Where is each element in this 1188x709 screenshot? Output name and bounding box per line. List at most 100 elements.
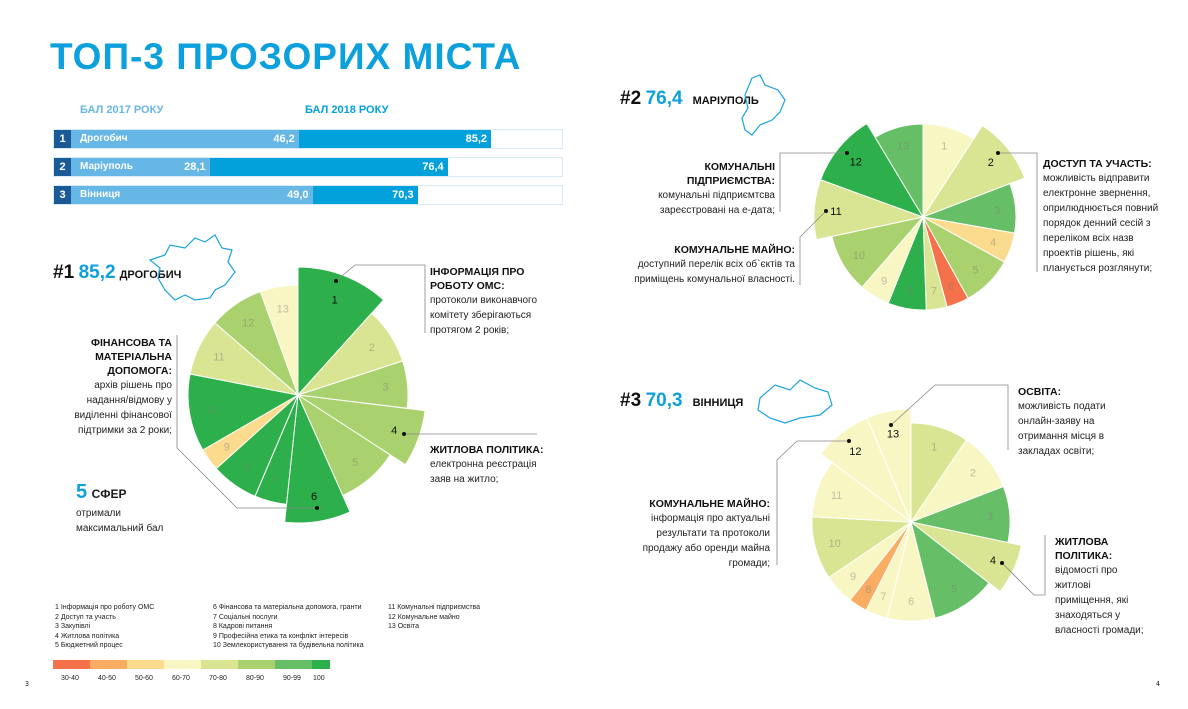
- segment-label: 11: [830, 206, 841, 218]
- segment-label: 2: [988, 157, 994, 169]
- callout-dot: [845, 151, 849, 155]
- segment-label: 10: [829, 538, 841, 550]
- rank-number: 1: [54, 130, 71, 148]
- polar-segment: [297, 266, 385, 397]
- legend-swatch: [201, 660, 238, 669]
- city-map-outline: [148, 234, 236, 301]
- polar-segment: [910, 521, 1023, 593]
- segment-label: 7: [931, 286, 937, 298]
- segment-label: 2: [369, 342, 375, 354]
- segment-label: 8: [907, 285, 913, 297]
- callout-line: [779, 152, 847, 212]
- segment-label: 6: [311, 491, 317, 503]
- callout-dot: [847, 439, 851, 443]
- legend-swatch: [53, 660, 90, 669]
- legend-band-label: 30-40: [61, 675, 79, 682]
- city-heading-mariupol: #2 76,4 Маріуполь: [620, 88, 759, 109]
- bar-2018: [298, 130, 492, 148]
- value-2018: 85,2: [465, 133, 488, 145]
- segment-label: 1: [931, 441, 937, 453]
- city-name: Дрогобич: [80, 133, 128, 144]
- callout-line: [890, 384, 1009, 450]
- legend-item: 6 Фінансова та матеріальна допомога, гра…: [213, 604, 362, 611]
- legend-item: 3 Закупівлі: [55, 623, 91, 630]
- segment-label: 8: [865, 584, 871, 596]
- callout-line: [799, 210, 827, 285]
- callout-line: [335, 264, 426, 333]
- callout-line: [1001, 535, 1046, 596]
- legend-swatch: [238, 660, 275, 669]
- legend-swatch: [127, 660, 164, 669]
- note-housing-vinnytsia: ЖИТЛОВА ПОЛІТИКА: відомості про житлові п…: [1055, 536, 1144, 636]
- segment-label: 5: [352, 457, 358, 469]
- callout-line: [176, 335, 317, 509]
- segment-label: 10: [853, 250, 865, 262]
- legend-band-label: 90-99: [283, 675, 301, 682]
- legend-swatch: [90, 660, 127, 669]
- legend-band-label: 60-70: [172, 675, 190, 682]
- ranking-row: 1 Дрогобич 46,2 85,2: [53, 129, 563, 149]
- five-spheres: 5 СФЕР отримали максимальний бал: [76, 481, 164, 534]
- callout-dot: [334, 279, 338, 283]
- segment-label: 3: [994, 205, 1000, 217]
- segment-label: 8: [244, 462, 250, 474]
- bar-2018: [312, 186, 418, 204]
- segment-label: 5: [951, 583, 957, 595]
- note-access: ДОСТУП ТА УЧАСТЬ: можливість відправити е…: [1043, 158, 1159, 274]
- value-2018: 76,4: [422, 161, 444, 173]
- polar-segment: [187, 373, 300, 451]
- segment-label: 3: [987, 511, 993, 523]
- city-name: Вінниця: [80, 189, 121, 200]
- segment-label: 9: [881, 275, 887, 287]
- segment-label: 10: [205, 405, 217, 417]
- segment-label: 12: [850, 157, 862, 169]
- legend-item: 11 Комунальні підприємства: [388, 604, 481, 611]
- legend-band-label: 50-60: [135, 675, 153, 682]
- polar-segment: [866, 408, 912, 523]
- segment-label: 7: [273, 475, 279, 487]
- city-heading-drohobych: #1 85,2 Дрогобич: [53, 262, 182, 283]
- legend-item: 9 Професійна етика та конфлікт інтересів: [213, 632, 349, 640]
- city-map-outline: [741, 74, 786, 136]
- legend-item: 13 Освіта: [388, 623, 419, 630]
- segment-label: 4: [391, 425, 397, 437]
- segment-label: 13: [897, 140, 909, 152]
- polar-segment: [874, 123, 924, 219]
- value-2017: 28,1: [184, 161, 206, 173]
- callout-dot: [824, 209, 828, 213]
- legend-swatch: [275, 660, 312, 669]
- page-number-right: 4: [1156, 680, 1161, 688]
- segment-label: 1: [332, 294, 338, 306]
- segment-label: 6: [948, 281, 954, 293]
- segment-label: 5: [973, 265, 979, 277]
- note-housing: ЖИТЛОВА ПОЛІТИКА: електронна реєстрація з…: [430, 444, 544, 485]
- segment-label: 1: [941, 141, 947, 153]
- segment-label: 9: [850, 571, 856, 583]
- segment-label: 12: [242, 317, 254, 329]
- legend-item: 7 Соціальні послуги: [213, 613, 278, 621]
- header-2018: БАЛ 2018 РОКУ: [305, 104, 389, 116]
- callout-dot: [889, 423, 893, 427]
- segment-label: 11: [213, 351, 224, 363]
- polar-segment: [819, 122, 925, 218]
- segment-label: 2: [970, 468, 976, 480]
- legend-band-label: 80-90: [246, 675, 264, 682]
- legend-item: 12 Комунальне майно: [388, 613, 460, 621]
- segment-label: 9: [224, 442, 230, 454]
- bar-2017: [71, 158, 210, 176]
- note-property-vinnytsia: КОМУНАЛЬНЕ МАЙНО: інформація про актуальн…: [642, 498, 770, 569]
- note-financial-aid: ФІНАНСОВА ТА МАТЕРІАЛЬНА ДОПОМОГА: архів …: [74, 337, 172, 436]
- segment-label: 3: [383, 382, 389, 394]
- note-info-oms: ІНФОРМАЦІЯ ПРО РОБОТУ ОМС: протоколи вико…: [430, 266, 538, 336]
- callout-dot: [315, 506, 319, 510]
- segment-label: 13: [887, 428, 899, 440]
- legend-item: 8 Кадрові питання: [213, 623, 273, 630]
- city-map-outline: [757, 379, 833, 424]
- legend-band-label: 100: [313, 675, 325, 682]
- legend-item: 10 Землекористування та будівельна політ…: [213, 642, 364, 649]
- legend-swatch: [164, 660, 201, 669]
- callout-dot: [996, 151, 1000, 155]
- value-2017: 49,0: [287, 189, 309, 201]
- ranking-row: 2 Маріуполь 28,1 76,4: [53, 157, 563, 177]
